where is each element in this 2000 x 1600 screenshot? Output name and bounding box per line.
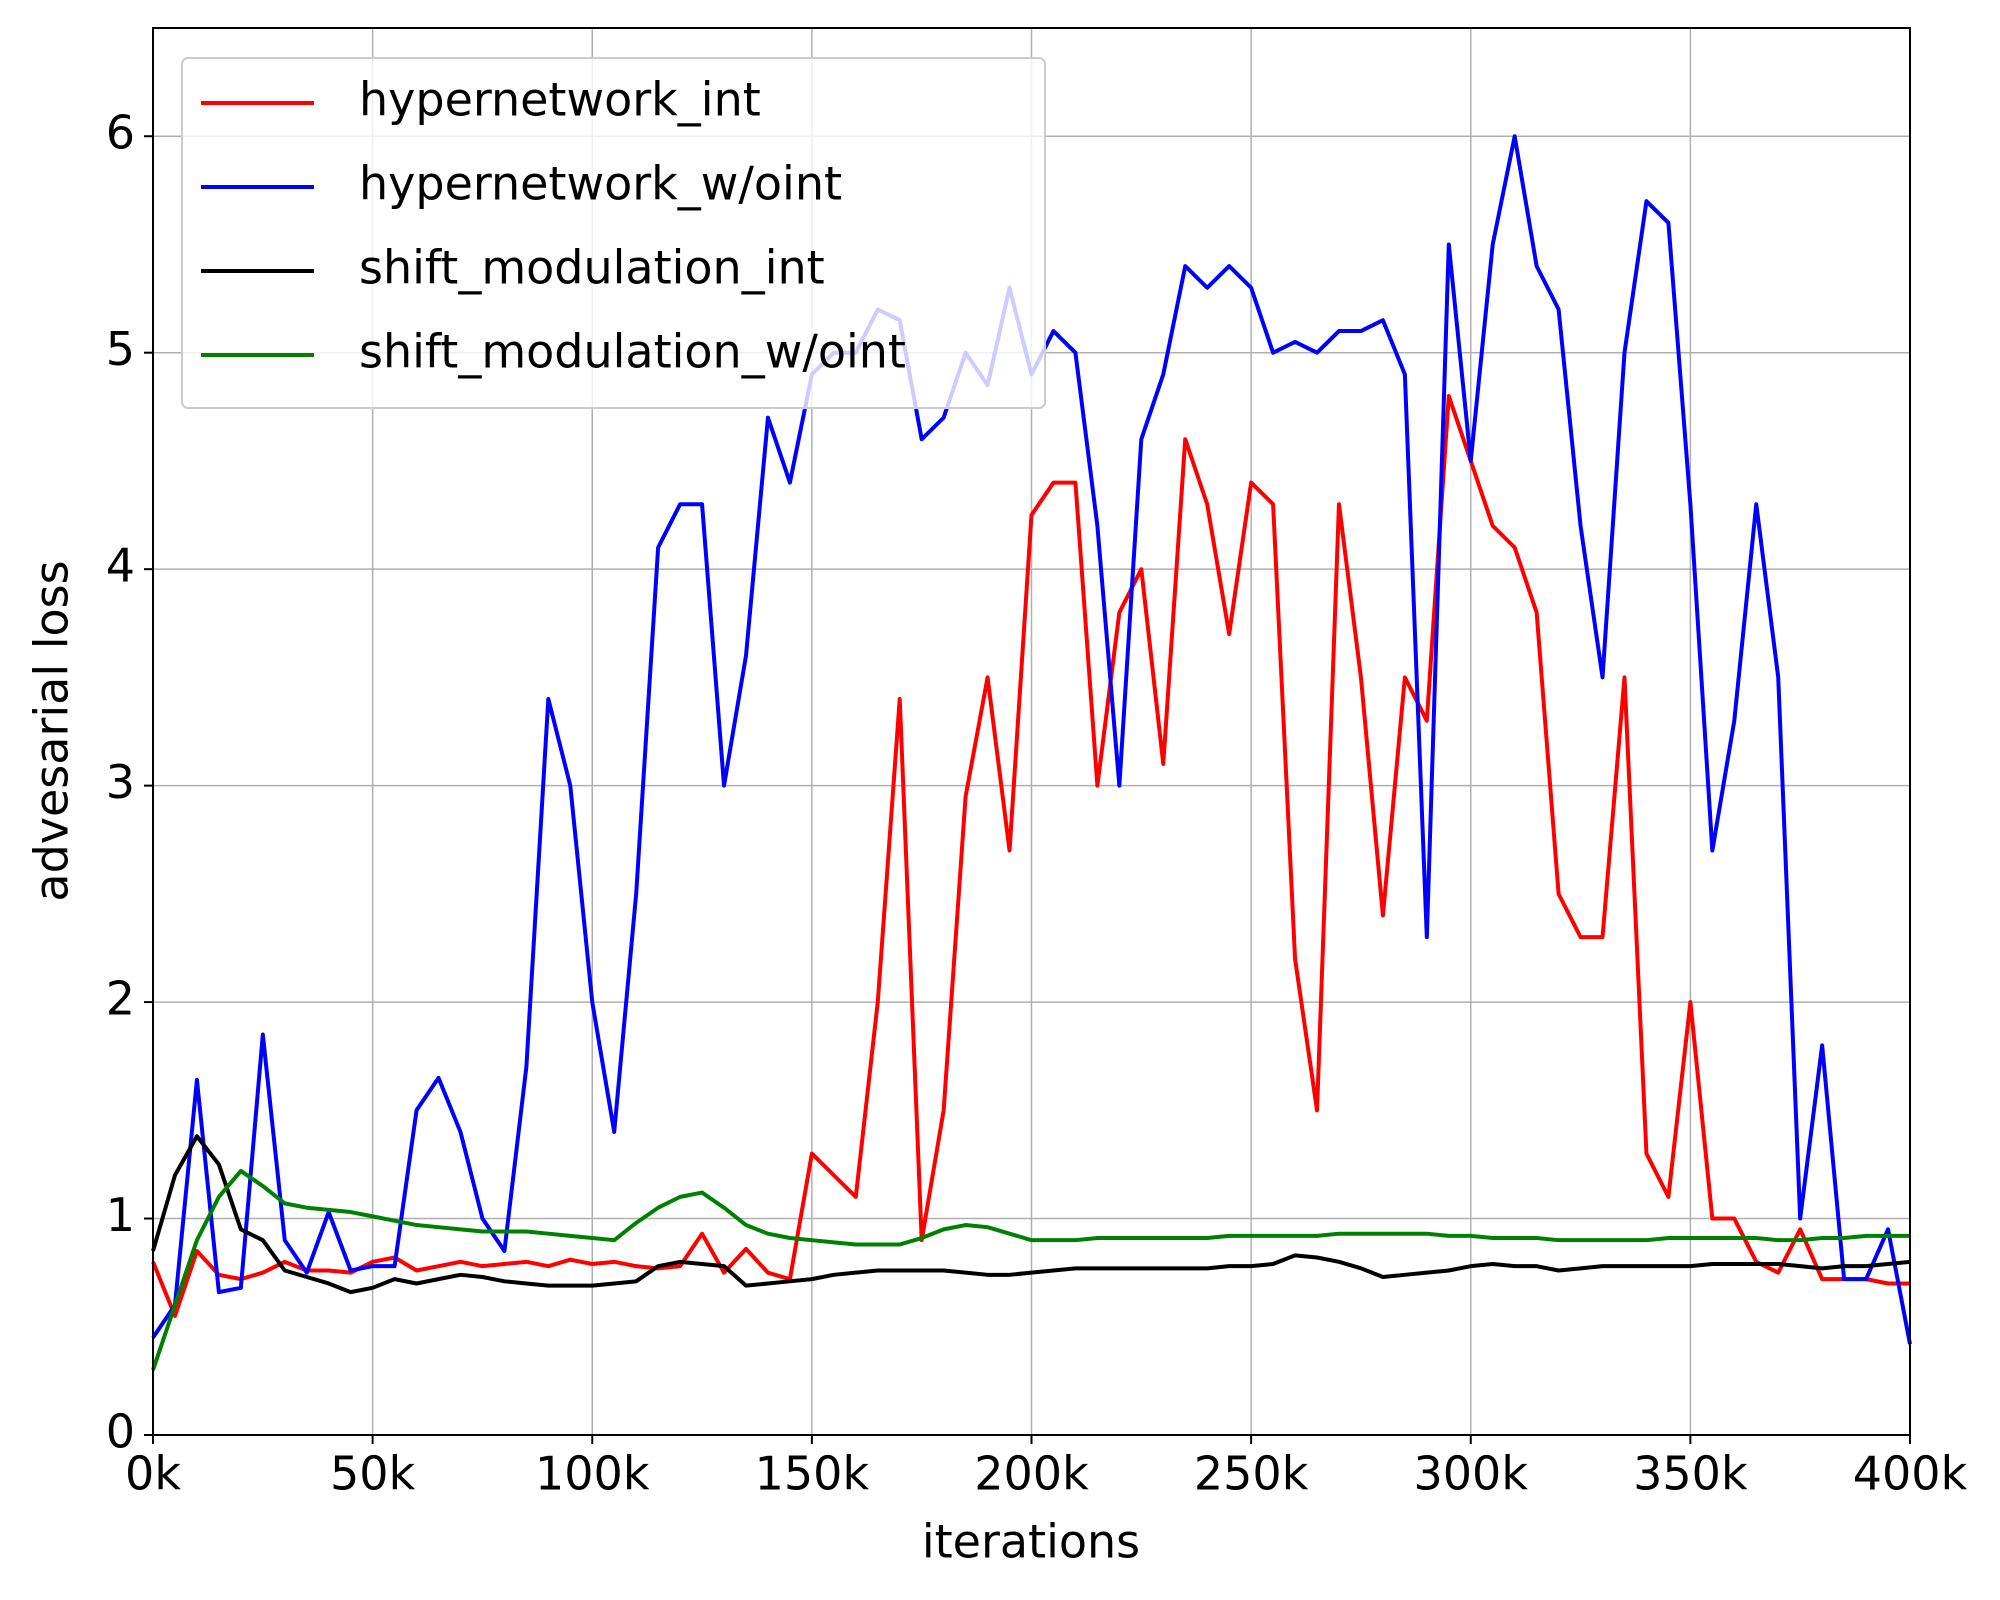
y-axis-label: advesarial loss: [25, 560, 79, 901]
legend-label: shift_modulation_w/oint: [359, 325, 906, 379]
x-tick-label: 50k: [330, 1447, 416, 1501]
x-tick-label: 150k: [755, 1447, 870, 1501]
legend: hypernetwork_int hypernetwork_w/ointshift…: [181, 57, 1046, 409]
x-tick-label: 250k: [1194, 1447, 1309, 1501]
legend-box: [181, 57, 1046, 409]
y-tick-label: 3: [106, 755, 135, 809]
y-tick-label: 5: [106, 322, 135, 376]
x-tick-label: 300k: [1414, 1447, 1529, 1501]
y-tick-label: 1: [106, 1188, 135, 1242]
series-line: [151, 393, 1910, 1318]
legend-label: shift_modulation_int: [359, 241, 825, 295]
y-tick-label: 2: [106, 972, 135, 1026]
x-tick-label: 200k: [974, 1447, 1089, 1501]
x-tick-label: 400k: [1853, 1447, 1968, 1501]
x-tick-label: 100k: [535, 1447, 650, 1501]
y-tick-label: 6: [106, 106, 135, 160]
x-tick-label: 350k: [1633, 1447, 1748, 1501]
x-tick-label: 0k: [125, 1447, 181, 1501]
legend-label: hypernetwork_int: [359, 73, 761, 127]
x-axis-label: iterations: [922, 1515, 1140, 1569]
series-line: [151, 1134, 1911, 1295]
series-line: [151, 1168, 1910, 1371]
y-tick-label: 4: [106, 539, 135, 593]
ticks: 0k 50k 100k 150k 200k 250k 300k 350k 400k 0 1 2 3 4 5 6: [106, 106, 1968, 1501]
legend-label: hypernetwork_w/oint: [359, 157, 842, 211]
y-tick-label: 0: [106, 1405, 135, 1459]
